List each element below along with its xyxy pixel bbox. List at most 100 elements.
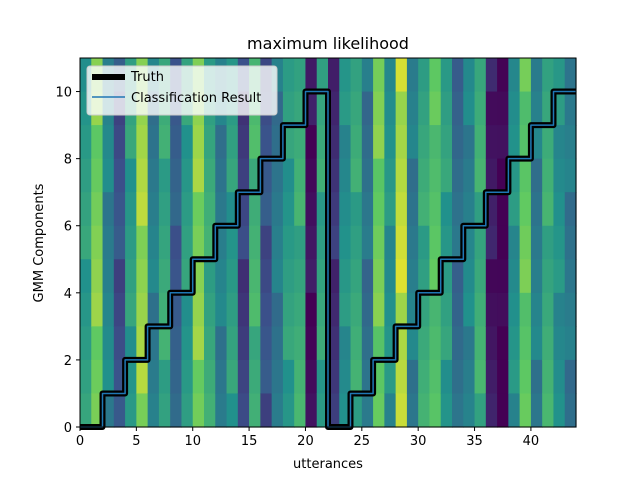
heatmap-cell bbox=[215, 259, 228, 294]
heatmap-cell bbox=[294, 259, 307, 294]
heatmap-cell bbox=[463, 326, 476, 361]
heatmap-cell bbox=[294, 91, 307, 126]
heatmap-cell bbox=[508, 58, 521, 93]
x-tick-label: 5 bbox=[132, 434, 140, 449]
heatmap-cell bbox=[542, 225, 555, 260]
heatmap-cell bbox=[147, 359, 160, 395]
heatmap-cell bbox=[384, 326, 397, 361]
heatmap-cell bbox=[271, 393, 284, 428]
heatmap-cell bbox=[192, 359, 205, 395]
heatmap-cell bbox=[452, 192, 464, 227]
y-tick-label: 4 bbox=[64, 287, 72, 302]
heatmap-cell bbox=[530, 158, 543, 193]
y-axis-label: GMM Components bbox=[32, 183, 47, 302]
heatmap-cell bbox=[147, 192, 160, 227]
heatmap-cell bbox=[328, 192, 340, 227]
heatmap-cell bbox=[384, 158, 397, 193]
x-tick-label: 40 bbox=[523, 434, 540, 449]
heatmap-cell bbox=[237, 326, 250, 361]
heatmap-cell bbox=[373, 125, 385, 160]
heatmap-cell bbox=[294, 58, 307, 93]
heatmap-cell bbox=[440, 58, 453, 93]
heatmap-cell bbox=[406, 58, 419, 93]
heatmap-cell bbox=[452, 393, 464, 428]
heatmap-cell bbox=[170, 125, 183, 160]
heatmap-cell bbox=[418, 393, 431, 428]
heatmap-cell bbox=[328, 259, 340, 294]
heatmap-cell bbox=[519, 192, 532, 227]
heatmap-cell bbox=[406, 393, 419, 428]
heatmap-cell bbox=[249, 326, 261, 361]
heatmap-cell bbox=[553, 259, 566, 294]
x-tick-label: 0 bbox=[76, 434, 84, 449]
heatmap-cell bbox=[474, 192, 487, 227]
heatmap-cell bbox=[91, 292, 104, 327]
heatmap-cell bbox=[463, 58, 476, 93]
heatmap-cell bbox=[384, 91, 397, 126]
heatmap-cell bbox=[497, 225, 509, 260]
heatmap-cell bbox=[260, 326, 273, 361]
heatmap-cell bbox=[373, 192, 385, 227]
heatmap-cell bbox=[147, 225, 160, 260]
heatmap-cell bbox=[350, 393, 363, 428]
heatmap-cell bbox=[305, 225, 318, 260]
series-lines bbox=[80, 88, 576, 430]
heatmap bbox=[80, 58, 577, 428]
heatmap-cell bbox=[508, 225, 521, 260]
heatmap-cell bbox=[497, 393, 509, 428]
heatmap-cell bbox=[508, 158, 521, 193]
heatmap-cell bbox=[497, 58, 509, 93]
heatmap-cell bbox=[530, 125, 543, 160]
heatmap-cell bbox=[553, 292, 566, 327]
heatmap-cell bbox=[170, 393, 183, 428]
heatmap-cell bbox=[485, 91, 498, 126]
heatmap-cell bbox=[418, 192, 431, 227]
heatmap-cell bbox=[350, 259, 363, 294]
heatmap-cell bbox=[395, 359, 408, 395]
heatmap-cell bbox=[485, 225, 498, 260]
heatmap-cell bbox=[80, 91, 92, 126]
heatmap-cell bbox=[542, 359, 555, 395]
heatmap-cell bbox=[80, 326, 92, 361]
heatmap-cell bbox=[350, 158, 363, 193]
heatmap-cell bbox=[339, 393, 352, 428]
y-tick-label: 10 bbox=[55, 86, 72, 101]
heatmap-cell bbox=[530, 192, 543, 227]
heatmap-cell bbox=[328, 292, 340, 327]
heatmap-cell bbox=[452, 259, 464, 294]
heatmap-cell bbox=[170, 192, 183, 227]
y-axis-ticks: 0 2 4 6 8 10 bbox=[55, 86, 80, 436]
heatmap-cell bbox=[429, 192, 442, 227]
heatmap-cell bbox=[350, 292, 363, 327]
heatmap-cell bbox=[508, 326, 521, 361]
heatmap-cell bbox=[429, 58, 442, 93]
heatmap-cell bbox=[429, 225, 442, 260]
heatmap-cell bbox=[237, 225, 250, 260]
heatmap-cell bbox=[113, 259, 126, 294]
heatmap-cell bbox=[373, 393, 385, 428]
heatmap-cell bbox=[204, 158, 216, 193]
heatmap-cell bbox=[508, 393, 521, 428]
heatmap-cell bbox=[519, 292, 532, 327]
heatmap-cell bbox=[429, 393, 442, 428]
heatmap-cell bbox=[440, 158, 453, 193]
heatmap-cell bbox=[294, 158, 307, 193]
heatmap-cell bbox=[136, 158, 149, 193]
heatmap-cell bbox=[181, 192, 194, 227]
heatmap-cell bbox=[170, 326, 183, 361]
heatmap-cell bbox=[452, 91, 464, 126]
heatmap-cell bbox=[226, 225, 239, 260]
heatmap-cell bbox=[226, 359, 239, 395]
heatmap-cell bbox=[294, 192, 307, 227]
heatmap-cell bbox=[113, 393, 126, 428]
heatmap-cell bbox=[158, 158, 171, 193]
heatmap-cell bbox=[361, 125, 374, 160]
heatmap-cell bbox=[305, 359, 318, 395]
heatmap-cell bbox=[373, 292, 385, 327]
heatmap-cell bbox=[418, 225, 431, 260]
heatmap-cell bbox=[282, 259, 295, 294]
heatmap-cell bbox=[158, 192, 171, 227]
heatmap-cell bbox=[181, 259, 194, 294]
heatmap-cell bbox=[530, 292, 543, 327]
